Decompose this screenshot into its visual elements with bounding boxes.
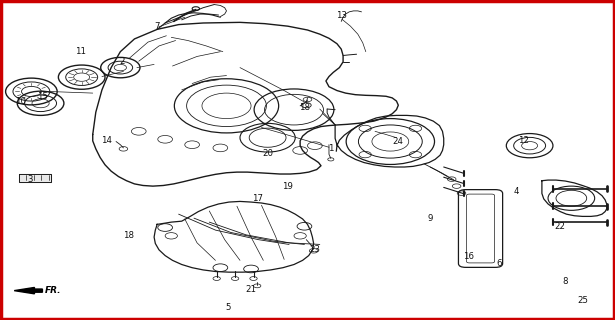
Text: 3: 3: [28, 175, 33, 184]
Text: 8: 8: [563, 277, 568, 286]
Text: 25: 25: [577, 296, 588, 305]
Text: 23: 23: [309, 245, 320, 254]
Text: 6: 6: [496, 259, 502, 268]
Text: 24: 24: [393, 137, 404, 146]
Polygon shape: [14, 287, 42, 294]
Text: 20: 20: [262, 149, 273, 158]
Text: 13: 13: [336, 12, 347, 20]
Text: 10: 10: [15, 97, 26, 106]
Text: 22: 22: [555, 222, 566, 231]
Text: 5: 5: [225, 303, 231, 312]
Text: 18: 18: [299, 103, 310, 112]
Text: 21: 21: [245, 285, 256, 294]
Text: 18: 18: [123, 231, 134, 240]
Text: 14: 14: [101, 136, 112, 145]
Text: 11: 11: [75, 47, 86, 56]
Text: 1: 1: [328, 144, 333, 153]
Text: 15: 15: [37, 92, 48, 101]
Text: 2: 2: [119, 57, 125, 66]
Text: 7: 7: [154, 22, 160, 31]
Text: 17: 17: [252, 194, 263, 204]
Text: 9: 9: [427, 214, 433, 223]
Polygon shape: [19, 174, 51, 182]
Text: 16: 16: [462, 252, 474, 261]
Text: 12: 12: [518, 136, 529, 145]
Text: 4: 4: [514, 188, 519, 196]
Text: FR.: FR.: [45, 286, 62, 295]
Text: 19: 19: [282, 182, 293, 191]
